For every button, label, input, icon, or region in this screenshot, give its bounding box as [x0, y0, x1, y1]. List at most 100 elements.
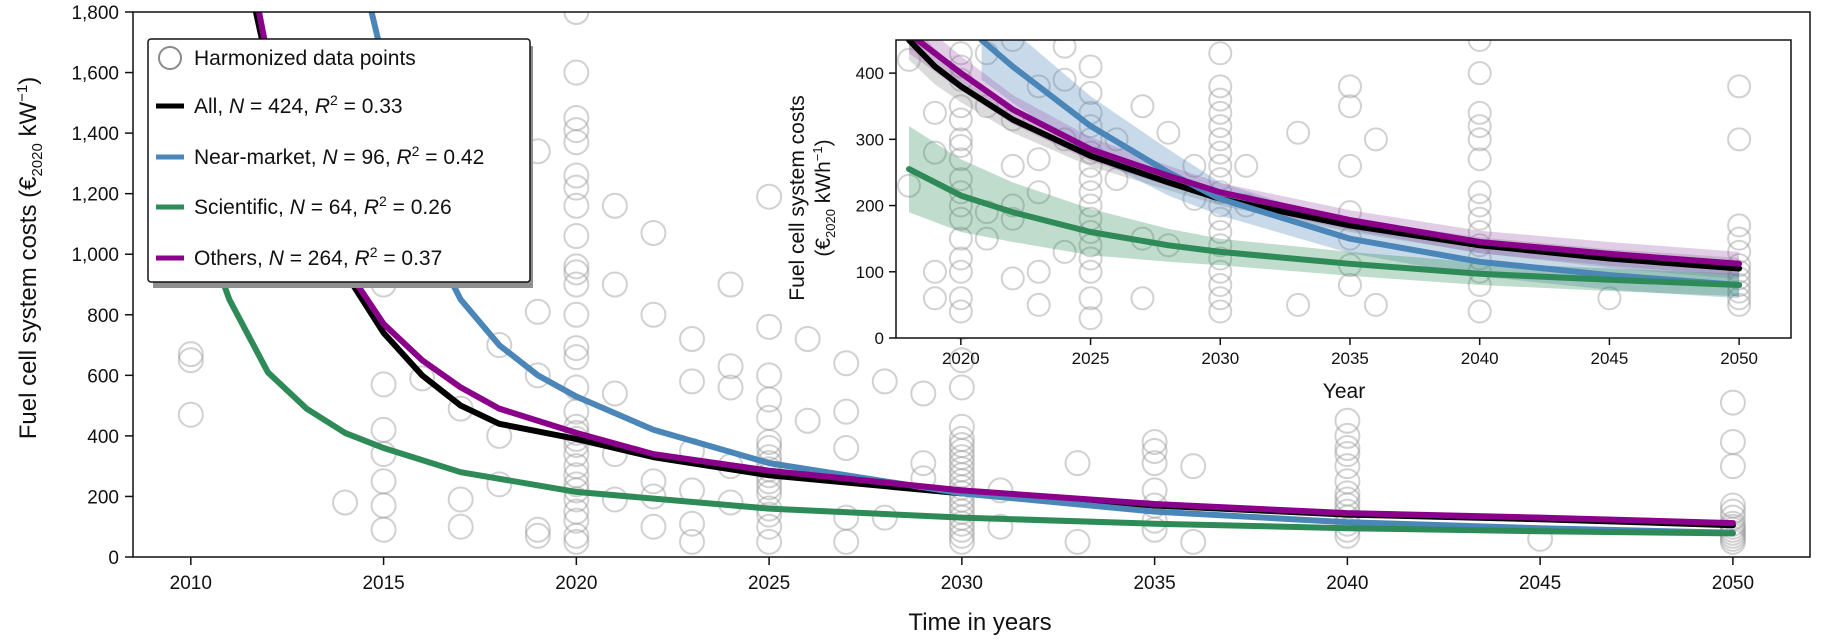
data-point	[756, 428, 783, 455]
data-point	[794, 326, 821, 352]
legend: Harmonized data points All, N = 424, R2 …	[147, 38, 533, 288]
inset-data-point	[1467, 127, 1492, 152]
data-point	[756, 501, 783, 528]
data-point	[948, 413, 975, 440]
data-point	[370, 516, 397, 543]
data-point	[756, 480, 783, 507]
data-point	[563, 462, 590, 489]
data-point	[1334, 468, 1361, 495]
inset-data-point	[1337, 74, 1362, 99]
inset-data-point	[1078, 193, 1103, 218]
legend-marker-harmonized	[158, 46, 182, 70]
data-point	[563, 498, 590, 525]
data-point	[910, 380, 937, 407]
data-point	[370, 492, 397, 519]
inset-data-point	[1078, 167, 1103, 192]
inset-data-point	[948, 41, 973, 66]
main-x-axis-title: Time in years	[908, 609, 1051, 636]
inset-y-tick-label: 0	[875, 329, 884, 348]
inset-fit-curve-all	[906, 40, 1743, 272]
inset-data-point	[922, 259, 947, 284]
data-point	[563, 253, 590, 280]
inset-data-point	[1026, 74, 1051, 99]
data-point	[563, 471, 590, 498]
data-point	[717, 353, 744, 380]
inset-data-point	[1363, 127, 1388, 152]
inset-fit-curves	[906, 40, 1743, 288]
legend-box	[147, 38, 531, 283]
data-point	[601, 380, 628, 407]
data-point	[1719, 504, 1746, 531]
data-point	[563, 335, 590, 362]
inset-x-tick-label: 2040	[1461, 349, 1499, 368]
y-tick-label: 1,600	[71, 64, 119, 85]
data-point	[370, 371, 397, 398]
data-point	[756, 404, 783, 431]
inset-data-point	[974, 226, 999, 251]
data-point	[563, 522, 590, 549]
data-point	[948, 374, 975, 401]
y-tick-label: 1,000	[71, 245, 119, 266]
inset-data-point	[1000, 153, 1025, 178]
data-point	[948, 431, 975, 458]
inset-data-point	[948, 107, 973, 132]
data-point	[679, 528, 705, 555]
y-tick-label: 800	[87, 306, 119, 327]
data-point	[871, 368, 898, 395]
inset-x-tick-label: 2050	[1720, 349, 1758, 368]
x-tick-label: 2025	[748, 573, 790, 594]
inset-data-point	[1286, 120, 1311, 145]
data-point	[833, 528, 860, 555]
data-point	[640, 220, 667, 247]
inset-data-point	[1078, 114, 1103, 139]
data-point	[1334, 441, 1361, 468]
data-point	[948, 444, 975, 471]
data-point	[409, 365, 436, 392]
y-tick-label: 400	[87, 427, 119, 448]
data-point	[833, 350, 860, 377]
inset-x-tick-label: 2030	[1201, 349, 1239, 368]
inset-data-point	[922, 286, 947, 311]
inset-data-point	[1208, 273, 1233, 298]
inset-data-point	[1208, 140, 1233, 165]
inset-data-point	[896, 47, 921, 72]
data-point	[563, 223, 590, 250]
inset-data-point	[1026, 147, 1051, 172]
inset-data-point	[1208, 259, 1233, 284]
inset-data-point	[1078, 54, 1103, 79]
data-point	[717, 374, 744, 401]
inset-data-point	[1078, 259, 1103, 284]
data-point	[1141, 428, 1168, 455]
inset-data-point	[948, 133, 973, 158]
data-point	[563, 12, 590, 25]
x-tick-label: 2050	[1712, 573, 1754, 594]
inset-data-point	[1597, 286, 1622, 311]
inset-data-point	[1026, 180, 1051, 205]
data-point	[563, 271, 590, 298]
data-point	[948, 347, 975, 374]
y-tick-label: 600	[87, 366, 119, 387]
fit-curve-scientific	[187, 190, 1736, 537]
inset-data-point	[896, 173, 921, 198]
x-tick-label: 2020	[555, 573, 597, 594]
data-point	[563, 259, 590, 286]
data-point	[370, 416, 397, 443]
main-plot-frame	[132, 11, 1811, 558]
data-point	[640, 513, 667, 540]
inset-data-point	[1052, 67, 1077, 92]
confidence-band-others	[909, 40, 1740, 276]
legend-label-near-market: Near-market, N = 96, R2 = 0.42	[194, 143, 484, 169]
data-point	[563, 162, 590, 189]
data-point	[1334, 407, 1361, 434]
data-point	[563, 419, 590, 446]
inset-fit-curve-scientific	[906, 166, 1743, 288]
inset-data-point	[948, 127, 973, 152]
data-point	[601, 486, 628, 513]
inset-plot-area: 2020 2025 2030 2035 2040 2045 2050 0 100 200 300 40…	[856, 39, 1792, 368]
data-point	[833, 398, 860, 425]
data-point	[948, 425, 975, 452]
data-point	[563, 192, 590, 219]
data-point	[1141, 477, 1168, 504]
inset-data-point	[922, 100, 947, 125]
inset-data-point	[1467, 180, 1492, 205]
